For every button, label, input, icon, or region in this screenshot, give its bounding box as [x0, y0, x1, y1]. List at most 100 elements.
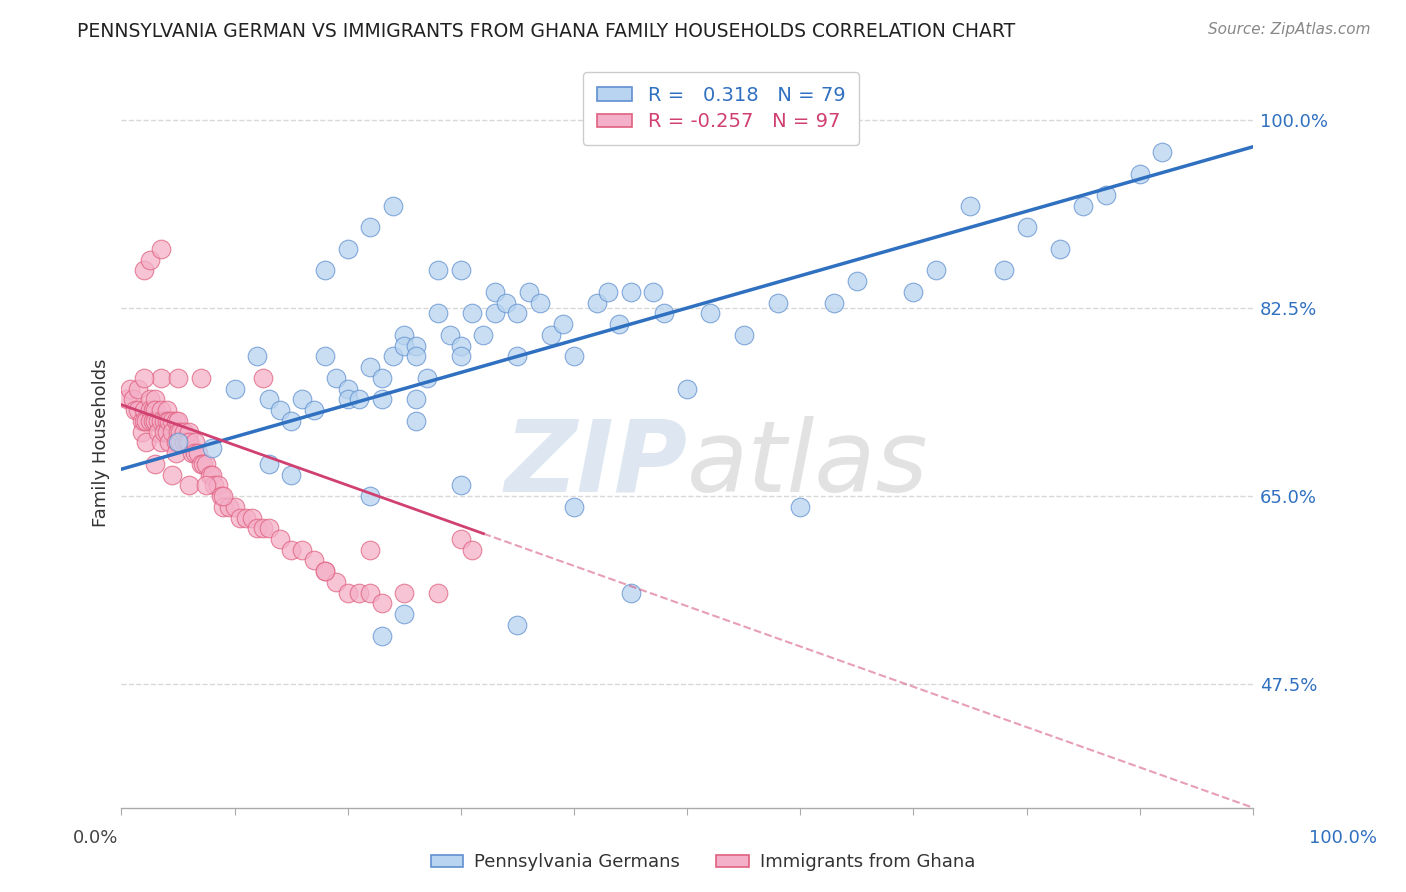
Point [127, 382, 149, 396]
Point [224, 500, 246, 514]
Point [246, 521, 269, 535]
Point [291, 542, 314, 557]
Point [184, 435, 207, 450]
Point [269, 403, 291, 417]
Point [314, 564, 336, 578]
Point [153, 414, 176, 428]
Point [162, 414, 184, 428]
Point [370, 629, 392, 643]
Point [484, 285, 506, 299]
Point [280, 542, 302, 557]
Point [359, 360, 381, 375]
Point [173, 435, 195, 450]
Point [142, 403, 165, 417]
Point [381, 199, 404, 213]
Point [127, 403, 149, 417]
Point [138, 403, 160, 417]
Point [506, 306, 529, 320]
Point [167, 425, 190, 439]
Point [325, 371, 347, 385]
Point [359, 542, 381, 557]
Point [562, 349, 585, 363]
Point [207, 478, 229, 492]
Point [131, 425, 153, 439]
Point [195, 457, 218, 471]
Point [165, 435, 187, 450]
Point [169, 425, 191, 439]
Point [427, 306, 450, 320]
Point [733, 327, 755, 342]
Point [209, 489, 232, 503]
Point [201, 467, 224, 482]
Point [394, 327, 416, 342]
Point [179, 478, 201, 492]
Point [135, 414, 157, 428]
Point [150, 435, 173, 450]
Point [115, 392, 138, 407]
Point [280, 414, 302, 428]
Point [450, 532, 472, 546]
Point [138, 414, 160, 428]
Point [1129, 167, 1152, 181]
Point [450, 263, 472, 277]
Point [280, 467, 302, 482]
Point [145, 403, 167, 417]
Point [173, 425, 195, 439]
Text: 100.0%: 100.0% [1309, 829, 1376, 847]
Point [187, 446, 209, 460]
Point [121, 392, 143, 407]
Text: 0.0%: 0.0% [73, 829, 118, 847]
Point [562, 500, 585, 514]
Point [506, 349, 529, 363]
Point [132, 403, 155, 417]
Point [336, 392, 359, 407]
Point [585, 295, 607, 310]
Point [823, 295, 845, 310]
Point [146, 425, 169, 439]
Point [156, 414, 179, 428]
Point [269, 532, 291, 546]
Point [517, 285, 540, 299]
Point [212, 500, 235, 514]
Point [240, 510, 263, 524]
Point [162, 425, 184, 439]
Point [506, 618, 529, 632]
Point [156, 403, 179, 417]
Point [359, 585, 381, 599]
Point [132, 414, 155, 428]
Text: atlas: atlas [688, 416, 929, 513]
Point [325, 574, 347, 589]
Point [654, 306, 676, 320]
Point [165, 414, 187, 428]
Text: Source: ZipAtlas.com: Source: ZipAtlas.com [1208, 22, 1371, 37]
Point [903, 285, 925, 299]
Point [257, 521, 280, 535]
Legend: Pennsylvania Germans, Immigrants from Ghana: Pennsylvania Germans, Immigrants from Gh… [423, 847, 983, 879]
Point [643, 285, 665, 299]
Point [131, 414, 153, 428]
Point [257, 392, 280, 407]
Point [190, 371, 212, 385]
Point [347, 585, 370, 599]
Point [145, 414, 167, 428]
Point [180, 446, 202, 460]
Point [427, 585, 450, 599]
Point [150, 371, 173, 385]
Point [336, 585, 359, 599]
Point [405, 392, 427, 407]
Point [184, 446, 207, 460]
Point [540, 327, 562, 342]
Point [150, 403, 173, 417]
Point [252, 371, 274, 385]
Point [450, 349, 472, 363]
Point [1049, 242, 1071, 256]
Point [132, 371, 155, 385]
Point [142, 414, 165, 428]
Point [229, 510, 252, 524]
Point [405, 338, 427, 352]
Point [145, 457, 167, 471]
Point [124, 403, 146, 417]
Point [167, 435, 190, 450]
Point [167, 371, 190, 385]
Point [551, 317, 574, 331]
